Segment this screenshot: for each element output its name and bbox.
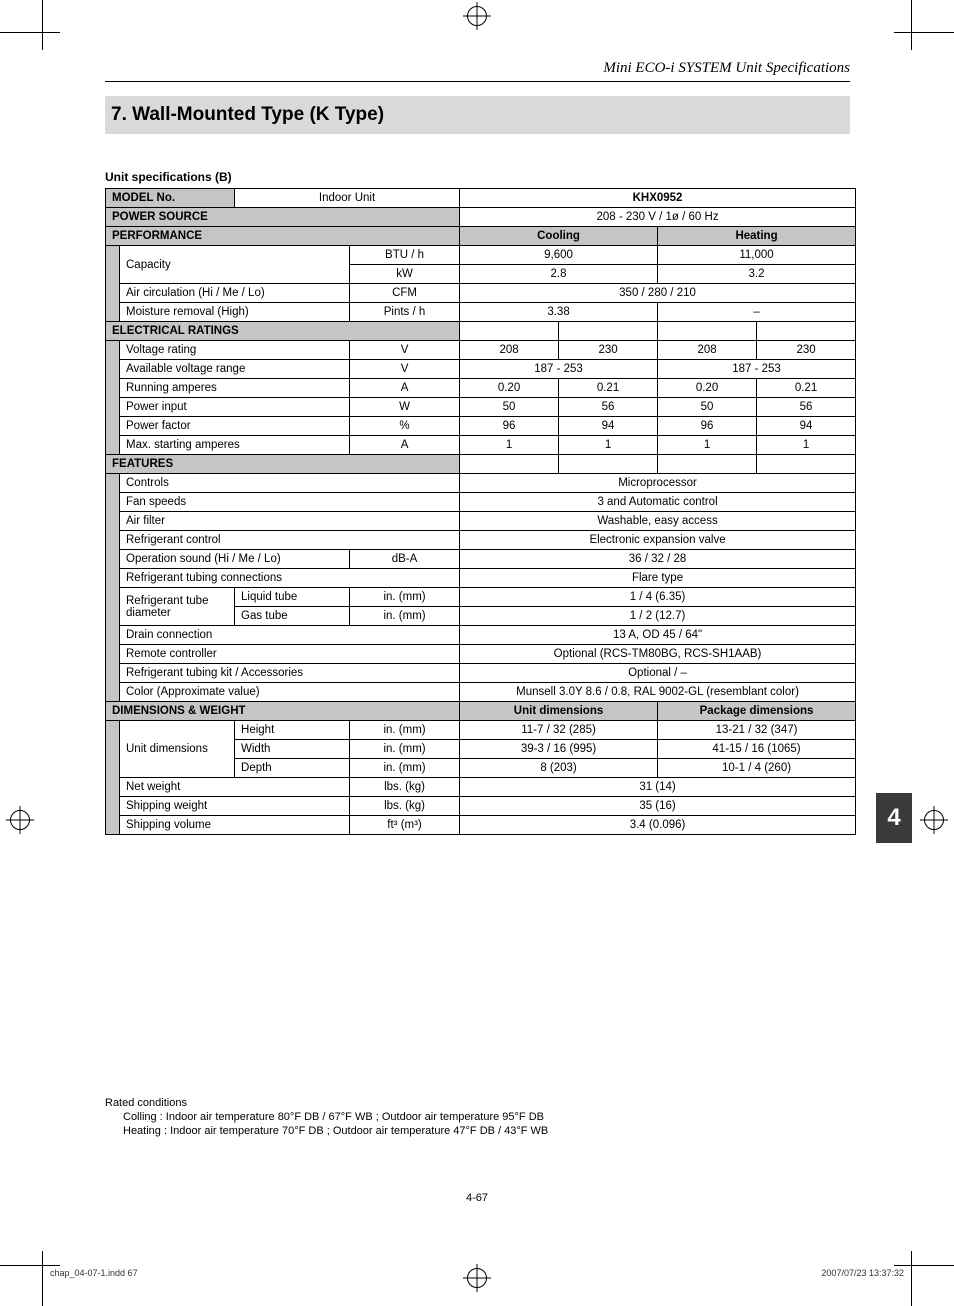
performance-label: PERFORMANCE — [106, 227, 460, 246]
msa-label: Max. starting amperes — [120, 436, 350, 455]
pi-label: Power input — [120, 398, 350, 417]
kw-cool: 2.8 — [460, 265, 658, 284]
ra-label: Running amperes — [120, 379, 350, 398]
moisture-cool: 3.38 — [460, 303, 658, 322]
rated-conditions: Rated conditions Colling : Indoor air te… — [105, 1095, 548, 1139]
voltage-rating-label: Voltage rating — [120, 341, 350, 360]
kw-label: kW — [350, 265, 460, 284]
spec-table: MODEL No. Indoor Unit KHX0952 POWER SOUR… — [105, 188, 856, 835]
pints-label: Pints / h — [350, 303, 460, 322]
model-no-label: MODEL No. — [106, 189, 235, 208]
moisture-heat: – — [658, 303, 856, 322]
avr-label: Available voltage range — [120, 360, 350, 379]
model-no-value: KHX0952 — [460, 189, 856, 208]
page-number: 4-67 — [0, 1192, 954, 1204]
air-circ-label: Air circulation (Hi / Me / Lo) — [120, 284, 350, 303]
v-label: V — [350, 341, 460, 360]
power-source-value: 208 - 230 V / 1ø / 60 Hz — [460, 208, 856, 227]
dimensions-label: DIMENSIONS & WEIGHT — [106, 702, 460, 721]
btu-cool: 9,600 — [460, 246, 658, 265]
table-caption: Unit specifications (B) — [105, 170, 850, 184]
print-footer: chap_04-07-1.indd 67 2007/07/23 13:37:32 — [50, 1268, 904, 1278]
kw-heat: 3.2 — [658, 265, 856, 284]
power-source-label: POWER SOURCE — [106, 208, 460, 227]
cfm-label: CFM — [350, 284, 460, 303]
registration-mark-icon — [10, 810, 30, 830]
btu-label: BTU / h — [350, 246, 460, 265]
registration-mark-icon — [924, 810, 944, 830]
indoor-unit-label: Indoor Unit — [235, 189, 460, 208]
btu-heat: 11,000 — [658, 246, 856, 265]
capacity-label: Capacity — [120, 246, 350, 284]
moisture-label: Moisture removal (High) — [120, 303, 350, 322]
running-head: Mini ECO-i SYSTEM Unit Specifications — [105, 60, 850, 77]
features-label: FEATURES — [106, 455, 460, 474]
electrical-label: ELECTRICAL RATINGS — [106, 322, 460, 341]
section-tab: 4 — [876, 793, 912, 843]
registration-mark-icon — [467, 6, 487, 26]
page-title: 7. Wall-Mounted Type (K Type) — [105, 96, 850, 134]
cooling-label: Cooling — [460, 227, 658, 246]
heating-label: Heating — [658, 227, 856, 246]
pf-label: Power factor — [120, 417, 350, 436]
air-circ-value: 350 / 280 / 210 — [460, 284, 856, 303]
